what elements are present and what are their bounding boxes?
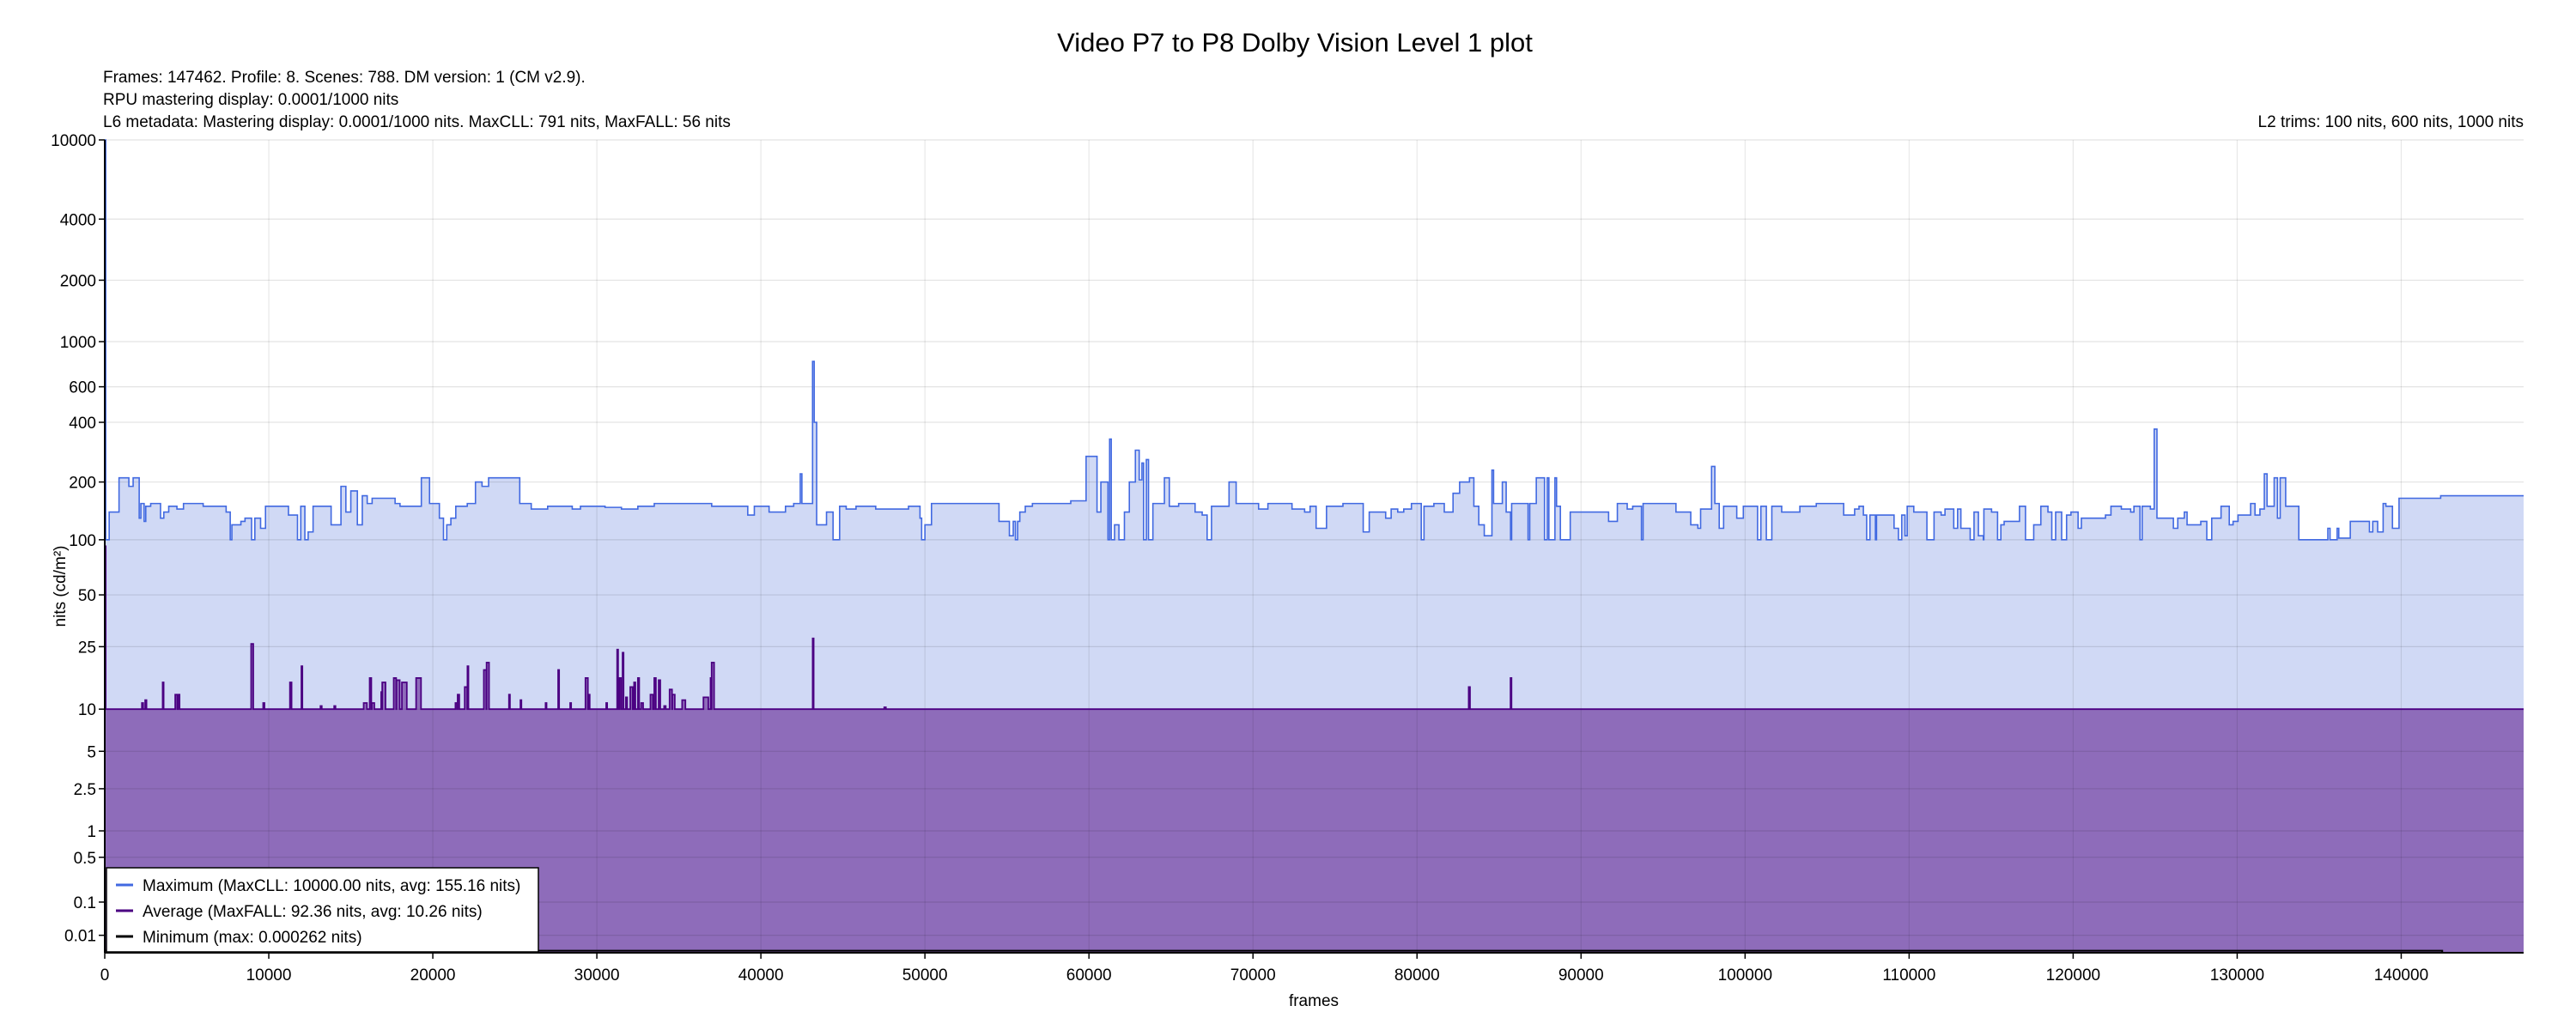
chart-title: Video P7 to P8 Dolby Vision Level 1 plot [1057,27,1533,58]
y-tick-label: 4000 [60,211,96,229]
y-tick-label: 2.5 [74,781,96,799]
y-tick-label: 50 [78,587,96,605]
x-tick-label: 90000 [1558,966,1604,985]
x-axis-label: frames [1289,992,1339,1010]
y-tick-label: 2000 [60,272,96,290]
x-tick-label: 10000 [246,966,292,985]
info-line-rpu-mastering: RPU mastering display: 0.0001/1000 nits [103,91,398,109]
x-tick-label: 130000 [2210,966,2264,985]
legend-label-maximum: Maximum (MaxCLL: 10000.00 nits, avg: 155… [143,877,520,895]
y-tick-label: 600 [69,379,96,397]
y-tick-label: 1 [87,823,96,841]
y-tick-label: 5 [87,743,96,761]
l2-trims-label: L2 trims: 100 nits, 600 nits, 1000 nits [2258,113,2524,131]
y-tick-label: 100 [69,532,96,550]
series-areas [105,140,2524,953]
y-tick-label: 10000 [51,132,96,150]
info-line-l6-metadata: L6 metadata: Mastering display: 0.0001/1… [103,113,731,131]
x-tick-label: 60000 [1066,966,1112,985]
y-tick-label: 25 [78,639,96,657]
y-tick-label: 0.1 [74,894,96,912]
legend-label-average: Average (MaxFALL: 92.36 nits, avg: 10.26… [143,903,483,921]
y-tick-label: 0.01 [64,928,96,946]
y-tick-label: 10 [78,701,96,719]
x-tick-label: 120000 [2046,966,2100,985]
x-tick-label: 70000 [1230,966,1276,985]
legend-box [106,867,539,953]
x-tick-label: 100000 [1718,966,1772,985]
gridlines [104,139,2524,953]
legend-label-minimum: Minimum (max: 0.000262 nits) [143,929,362,947]
y-axis-label: nits (cd/m²) [52,546,70,627]
info-line-frames: Frames: 147462. Profile: 8. Scenes: 788.… [103,69,586,87]
x-tick-label: 40000 [738,966,784,985]
x-tick-label: 20000 [410,966,456,985]
x-tick-label: 80000 [1394,966,1440,985]
x-tick-label: 110000 [1882,966,1935,985]
axes: 0 10000 20000 30000 40000 50000 60000 70000 8000… [51,132,2524,985]
x-tick-label: 0 [100,966,110,985]
average-area [105,546,2524,953]
x-tick-label: 30000 [574,966,620,985]
maximum-line [105,139,2524,541]
y-tick-label: 200 [69,475,96,493]
y-tick-label: 1000 [60,334,96,352]
average-line [105,545,2524,711]
y-tick-label: 0.5 [74,850,96,868]
y-tick-label: 400 [69,415,96,433]
legend: Maximum (MaxCLL: 10000.00 nits, avg: 155… [106,867,539,953]
x-tick-label: 50000 [902,966,948,985]
x-tick-label: 140000 [2374,966,2428,985]
